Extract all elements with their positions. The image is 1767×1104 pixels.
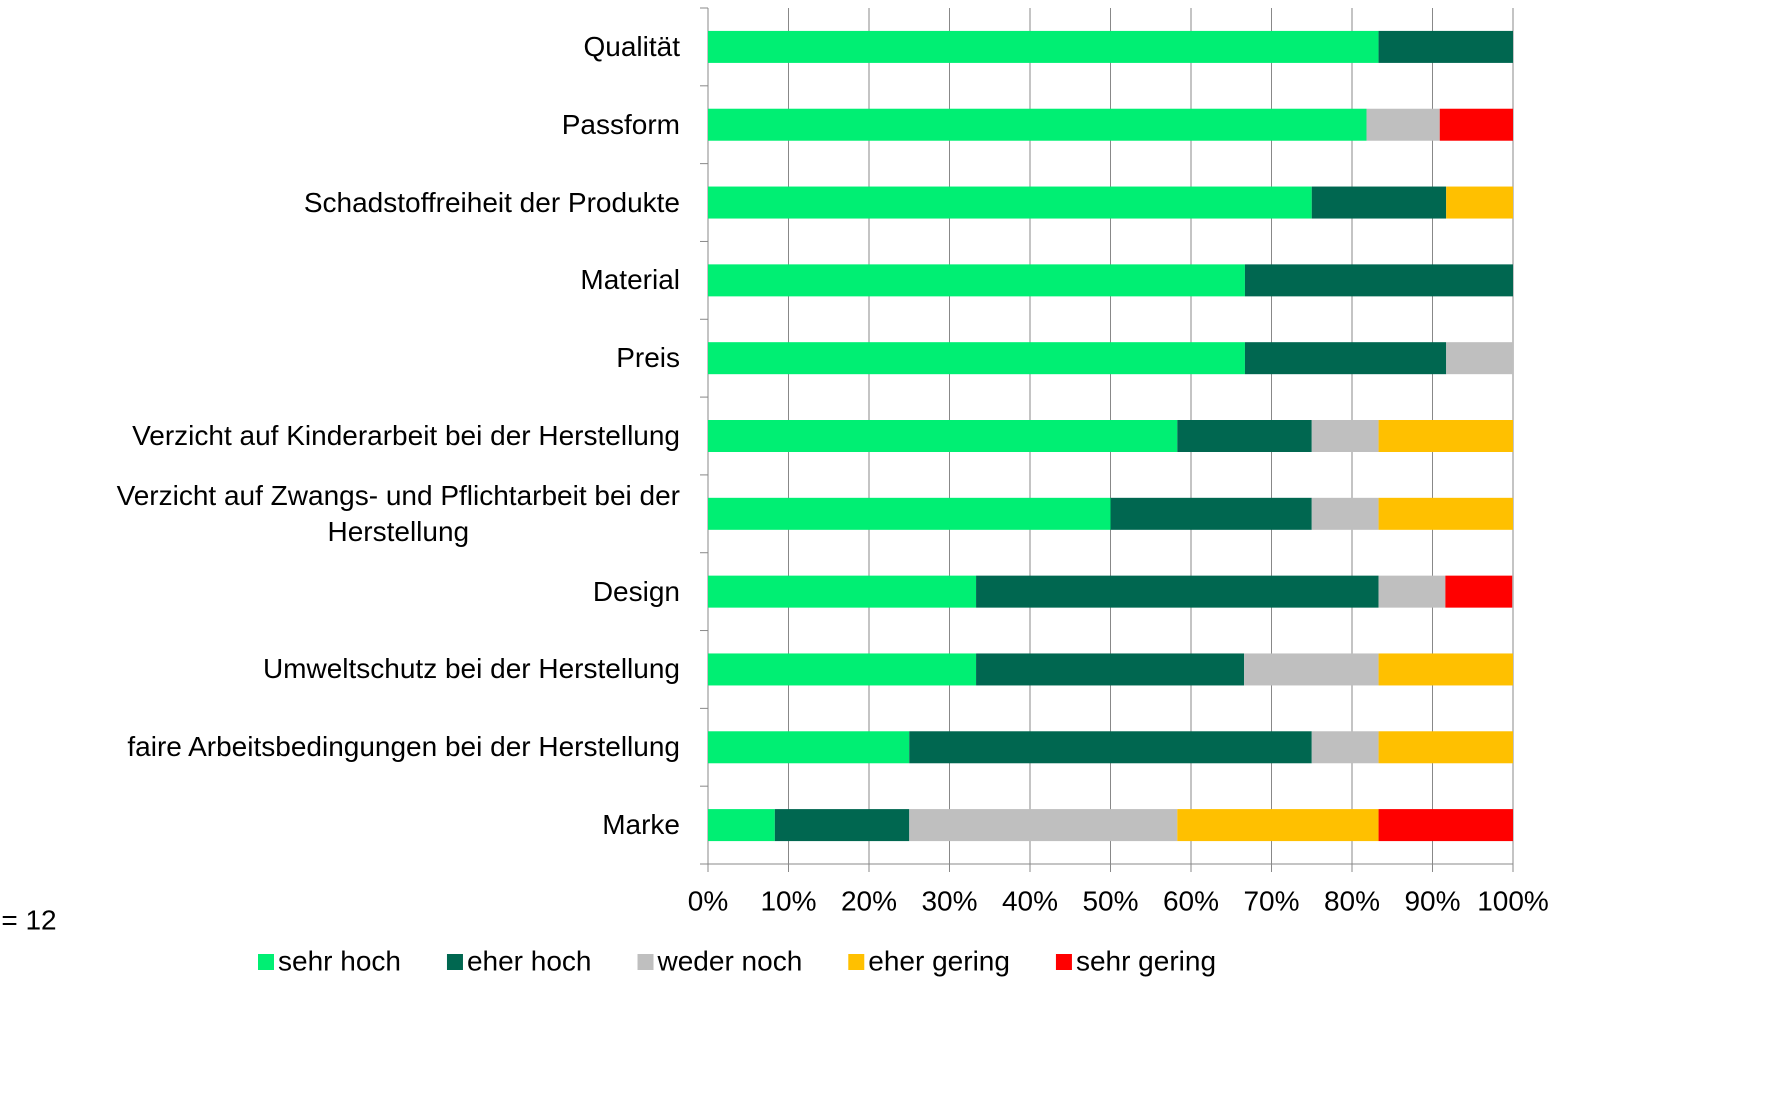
bar-segment: [1378, 420, 1513, 452]
category-label: Design: [592, 575, 680, 607]
bar-segment: [1378, 809, 1513, 842]
bar-segment: [708, 575, 977, 608]
bar-segment: [1446, 342, 1513, 375]
category-label: Marke: [602, 809, 680, 841]
bar-segment: [774, 809, 910, 842]
bar-segment: [1311, 186, 1447, 219]
legend-swatch: [637, 954, 654, 970]
category-label: Qualität: [583, 30, 681, 62]
bar-segment: [1378, 575, 1446, 608]
category-label: Passform: [561, 108, 680, 140]
x-tick-label: 80%: [1324, 885, 1380, 916]
legend-swatch: [848, 954, 865, 970]
bar-segment: [1311, 497, 1379, 530]
x-tick-label: 10%: [760, 885, 816, 916]
category-label: Umweltschutz bei der Herstellung: [262, 653, 680, 685]
x-tick-label: 0%: [688, 885, 728, 916]
bar-segment: [1378, 731, 1513, 764]
bar-segment: [708, 264, 1245, 297]
category-label: Verzicht auf Kinderarbeit bei der Herste…: [132, 420, 680, 451]
bar-segment: [1177, 809, 1379, 842]
legend-swatch: [258, 954, 274, 970]
x-tick-label: 100%: [1477, 885, 1549, 916]
bar-segment: [1177, 420, 1312, 452]
x-tick-label: 20%: [841, 885, 897, 916]
legend-label: weder noch: [657, 945, 803, 976]
bar-segment: [1446, 186, 1513, 219]
x-tick-label: 90%: [1404, 885, 1460, 916]
bar-segment: [1244, 342, 1447, 375]
bar-segment: [1311, 420, 1379, 452]
x-tick-label: 70%: [1243, 885, 1299, 916]
legend-label: eher gering: [868, 945, 1010, 976]
x-tick-label: 50%: [1082, 885, 1138, 916]
annotation: n = 12: [0, 904, 57, 935]
bar-segment: [1378, 497, 1513, 530]
legend-swatch: [446, 954, 463, 970]
x-tick-label: 60%: [1163, 885, 1219, 916]
bar-segment: [708, 108, 1367, 141]
bar-segment: [708, 186, 1312, 219]
category-label: Material: [580, 264, 680, 296]
category-label: Preis: [616, 342, 680, 374]
bar-segment: [708, 30, 1379, 63]
category-label: faire Arbeitsbedingungen bei der Herstel…: [127, 731, 680, 763]
x-tick-label: 30%: [921, 885, 977, 916]
bar-segment: [1244, 653, 1379, 686]
bar-segment: [909, 809, 1178, 842]
bar-segment: [909, 731, 1312, 764]
bar-segment: [708, 653, 977, 686]
legend-label: sehr hoch: [278, 945, 401, 976]
bar-segment: [1110, 497, 1312, 530]
legend-label: sehr gering: [1076, 945, 1216, 976]
legend-swatch: [1055, 954, 1072, 970]
bar-segment: [708, 497, 1111, 530]
bar-segment: [1378, 653, 1513, 686]
bar-segment: [976, 575, 1379, 608]
bar-segment: [708, 342, 1245, 375]
bar-segment: [1244, 264, 1513, 297]
bar-segment: [708, 731, 910, 764]
bar-segment: [1311, 731, 1379, 764]
category-label: Verzicht auf Zwangs- und Pflichtarbeit b…: [116, 479, 680, 547]
bar-segment: [708, 809, 775, 842]
bar-segment: [1445, 575, 1513, 608]
bar-segment: [708, 420, 1178, 452]
x-tick-label: 40%: [1002, 885, 1058, 916]
legend-label: eher hoch: [467, 945, 592, 976]
category-label: Schadstoffreiheit der Produkte: [303, 186, 680, 218]
bar-segment: [1366, 108, 1440, 141]
bar-segment: [1378, 30, 1513, 63]
bar-segment: [1439, 108, 1513, 141]
bar-segment: [976, 653, 1245, 686]
